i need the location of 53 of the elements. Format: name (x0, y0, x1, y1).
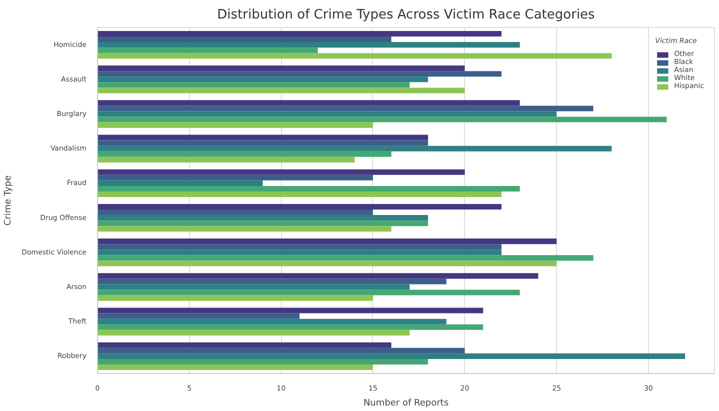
bar (98, 111, 557, 117)
bar (98, 226, 392, 232)
bar (98, 48, 318, 54)
bar (98, 364, 373, 370)
bar (98, 353, 686, 359)
bar (98, 358, 428, 365)
bar (98, 100, 520, 106)
bar (98, 66, 465, 72)
bar (98, 156, 355, 162)
bar (98, 180, 263, 186)
bar (98, 82, 410, 88)
bar (98, 313, 300, 319)
bar (98, 324, 484, 330)
bar (98, 122, 373, 128)
bar (98, 209, 373, 216)
bar (98, 169, 465, 175)
bar (98, 146, 612, 152)
bar (98, 284, 410, 290)
bar (98, 30, 502, 36)
bar (98, 220, 428, 226)
bar (98, 36, 392, 42)
bar (98, 238, 557, 244)
bar (98, 250, 502, 256)
bar (98, 260, 557, 266)
bar (98, 348, 465, 354)
bar (98, 140, 428, 146)
bar (98, 42, 520, 48)
chart-title: Distribution of Crime Types Across Victim Race Categories (217, 8, 596, 22)
bar (98, 192, 502, 198)
bar (98, 342, 392, 348)
bar (98, 278, 446, 284)
bar (98, 318, 446, 324)
bar (98, 134, 428, 140)
bar (98, 273, 538, 279)
bar (98, 151, 392, 157)
bar (98, 215, 428, 221)
bar (98, 255, 594, 261)
bar (98, 204, 502, 210)
bar (98, 244, 502, 250)
bar (98, 76, 428, 82)
bar (98, 290, 520, 296)
bar (98, 330, 410, 336)
bar (98, 186, 520, 192)
bar (98, 116, 667, 122)
y-axis-title: Crime Type (4, 174, 14, 226)
bar (98, 308, 484, 314)
bar (98, 295, 373, 301)
bar (98, 88, 465, 94)
bar (98, 174, 373, 180)
bar (98, 106, 594, 112)
x-axis-title: Number of Reports (363, 398, 449, 408)
bar (98, 53, 612, 59)
bar (98, 71, 502, 77)
